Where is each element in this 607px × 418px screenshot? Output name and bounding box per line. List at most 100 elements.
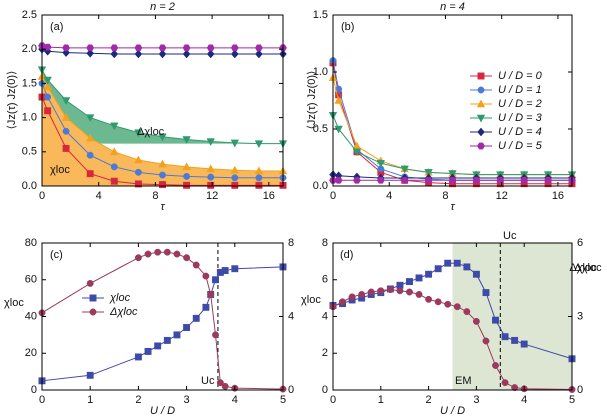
marker [206, 44, 215, 52]
marker [334, 95, 343, 104]
marker [472, 176, 481, 184]
plot-frame [41, 14, 284, 187]
legend-marker [89, 294, 97, 302]
y-tick-label: 4 [322, 310, 328, 322]
y2-tick-label: 6 [577, 237, 583, 249]
y2-tick-label: 4 [288, 310, 294, 322]
legend-label: U / D = 4 [498, 126, 542, 138]
x-tick-label: 5 [569, 394, 575, 406]
marker [86, 279, 94, 287]
marker [472, 270, 480, 278]
marker [61, 97, 71, 106]
legend-marker [476, 99, 486, 108]
marker [110, 177, 118, 185]
y-tick-label: 40 [25, 310, 37, 322]
marker [221, 267, 229, 275]
y2-tick-label: 0 [577, 384, 583, 396]
marker [173, 331, 181, 339]
x-tick-label: 5 [280, 394, 286, 406]
panel-title: n = 4 [440, 1, 465, 13]
marker [544, 176, 552, 184]
marker [206, 49, 215, 59]
y2-axis-label: Δχloc [574, 262, 602, 274]
marker [352, 148, 362, 157]
marker [183, 172, 191, 180]
x-tick-label: 3 [473, 394, 479, 406]
marker [110, 44, 119, 52]
marker [158, 133, 167, 142]
plot-frame [332, 14, 573, 187]
y-tick-label: 1.0 [313, 66, 328, 78]
marker [255, 174, 263, 182]
x-tick-label: 16 [263, 190, 275, 202]
marker [482, 337, 490, 345]
y-tick-label: 20 [25, 347, 37, 359]
x-tick-label: 4 [521, 394, 527, 406]
x-axis-label: τ [450, 201, 455, 213]
y-axis-label: ⟨Jz(τ) Jz(0)⟩ [306, 71, 318, 130]
marker [158, 49, 167, 59]
marker [400, 176, 409, 184]
marker [86, 44, 95, 52]
legend-label: χloc [109, 292, 131, 304]
marker [86, 48, 95, 58]
marker [492, 316, 499, 324]
series-line [332, 115, 572, 176]
y-tick-label: 1.5 [313, 9, 328, 21]
legend-label: U / D = 2 [498, 98, 542, 110]
y-tick-label: 1.5 [22, 77, 37, 89]
x-axis-label: τ [160, 201, 165, 213]
marker [448, 176, 457, 184]
marker [511, 384, 519, 391]
series-line [41, 251, 284, 390]
marker [144, 347, 152, 355]
marker [212, 331, 219, 339]
marker [182, 49, 191, 59]
marker [183, 324, 191, 331]
marker [212, 276, 219, 284]
marker [182, 44, 191, 52]
marker [472, 317, 480, 325]
marker [86, 170, 94, 178]
legend-marker [89, 308, 97, 316]
marker [520, 340, 528, 348]
area-fill [42, 69, 283, 144]
series-line [332, 262, 573, 360]
marker [207, 291, 215, 298]
y-tick-label: 0.0 [22, 180, 37, 192]
x-tick-label: 2 [426, 394, 432, 406]
panel-title: n = 2 [150, 1, 175, 13]
x-tick-label: 1 [87, 394, 93, 406]
y-tick-label: 6 [322, 274, 328, 286]
marker [134, 168, 142, 176]
marker [406, 278, 413, 286]
series-line [41, 96, 283, 186]
y-tick-label: 60 [25, 274, 37, 286]
x-tick-label: 0 [330, 394, 336, 406]
marker [400, 165, 409, 174]
y-tick-label: 0 [322, 384, 328, 396]
annotation: (a) [50, 21, 63, 33]
series-line [332, 289, 573, 391]
marker [453, 259, 461, 267]
marker [158, 44, 167, 52]
marker [202, 272, 210, 280]
series-line [41, 266, 284, 382]
y-axis-label: ⟨Jz(τ) Jz(0)⟩ [6, 71, 18, 130]
marker [358, 291, 366, 298]
x-axis-label: U / D [440, 405, 465, 417]
marker [496, 176, 505, 184]
x-tick-label: 0 [39, 190, 45, 202]
marker [202, 303, 210, 311]
marker [492, 362, 499, 369]
marker [206, 164, 215, 173]
marker [221, 382, 229, 390]
marker [415, 291, 423, 298]
x-tick-label: 2 [135, 394, 141, 406]
y-tick-label: 2.0 [22, 43, 37, 55]
series-line [41, 76, 283, 172]
marker [415, 274, 423, 282]
marker [154, 248, 162, 256]
y-tick-label: 1.0 [22, 112, 37, 124]
